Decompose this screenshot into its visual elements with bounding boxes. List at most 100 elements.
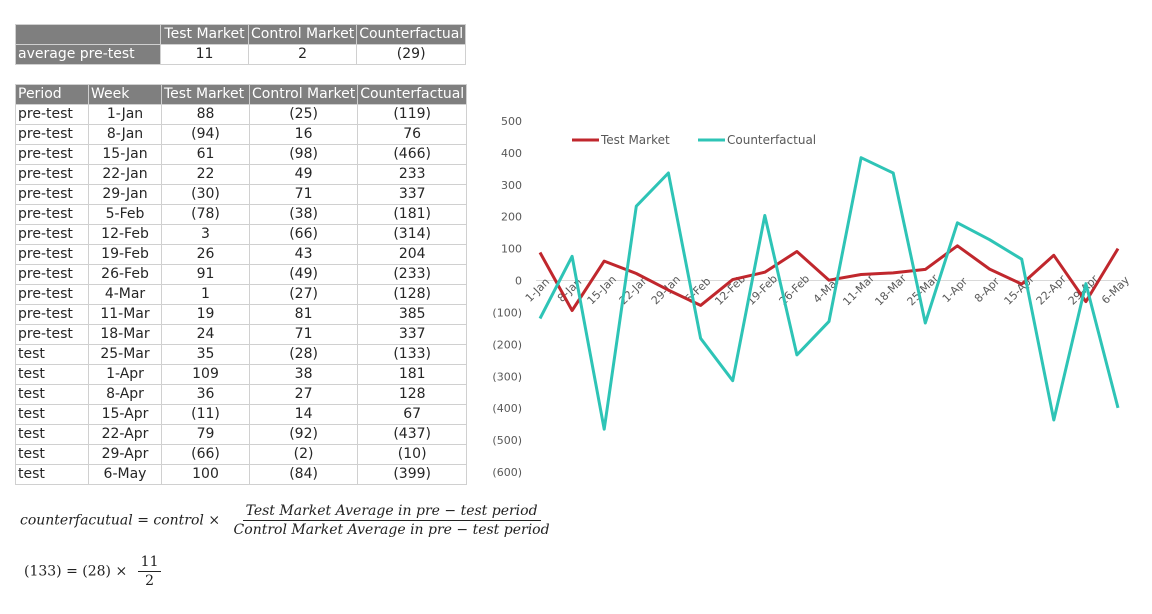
cell-control-market: 49: [248, 164, 359, 185]
cell-control-market: (2): [248, 444, 359, 465]
y-tick-label: 300: [501, 179, 522, 192]
cell-test-market: 61: [161, 144, 250, 165]
cell-week: 6-May: [88, 464, 162, 485]
cell-counterfactual: (133): [357, 344, 468, 365]
cell-week: 22-Jan: [88, 164, 162, 185]
cell-period: test: [15, 384, 89, 405]
table-row: pre-test 1-Jan 88 (25) (119): [15, 104, 468, 125]
cell-test-market: (11): [161, 404, 250, 425]
cell-week: 29-Jan: [88, 184, 162, 205]
cell-week: 8-Apr: [88, 384, 162, 405]
x-tick-label: 6-May: [1099, 273, 1132, 306]
cell-period: test: [15, 344, 89, 365]
cell-counterfactual: (10): [357, 444, 468, 465]
cell-counterfactual: (181): [357, 204, 468, 225]
table-row: test 6-May 100 (84) (399): [15, 464, 468, 485]
counterfactual-line: [538, 156, 1120, 431]
cell-period: test: [15, 464, 89, 485]
summary-header-test-market: Test Market: [160, 24, 249, 45]
cell-control-market: (84): [248, 464, 359, 485]
legend-label: Counterfactual: [727, 133, 816, 147]
cell-control-market: (49): [248, 264, 359, 285]
cell-period: test: [15, 364, 89, 385]
cell-test-market: 79: [161, 424, 250, 445]
formula-example: (133) = (28) × 11 2: [24, 554, 162, 589]
cell-week: 11-Mar: [88, 304, 162, 325]
summary-header-control-market: Control Market: [247, 24, 358, 45]
cell-counterfactual: 204: [357, 244, 468, 265]
summary-row: average pre-test 11 2 (29): [15, 44, 467, 65]
cell-week: 19-Feb: [88, 244, 162, 265]
weekly-table: Period Week Test Market Control Market C…: [15, 84, 468, 485]
y-tick-label: 200: [501, 211, 522, 224]
x-tick-label: 8-Apr: [972, 275, 1003, 306]
table-row: pre-test 18-Mar 24 71 337: [15, 324, 468, 345]
cell-counterfactual: 233: [357, 164, 468, 185]
cell-week: 1-Jan: [88, 104, 162, 125]
formula-lhs: counterfacutual = control ×: [20, 512, 221, 529]
cell-test-market: 19: [161, 304, 250, 325]
cell-counterfactual: (466): [357, 144, 468, 165]
summary-header-row: Test Market Control Market Counterfactua…: [15, 24, 467, 45]
cell-test-market: (66): [161, 444, 250, 465]
cell-control-market: 43: [248, 244, 359, 265]
cell-control-market: 14: [248, 404, 359, 425]
cell-period: pre-test: [15, 324, 89, 345]
cell-period: pre-test: [15, 284, 89, 305]
cell-test-market: (94): [161, 124, 250, 145]
cell-period: pre-test: [15, 124, 89, 145]
y-tick-label: (100): [492, 306, 522, 319]
header-control-market: Control Market: [248, 84, 359, 105]
y-axis: 500 400 300 200 100 0 (100) (200) (300) (400) (500…: [492, 115, 522, 479]
cell-control-market: (28): [248, 344, 359, 365]
cell-counterfactual: (314): [357, 224, 468, 245]
cell-week: 15-Apr: [88, 404, 162, 425]
chart-legend: Test Market Counterfactual: [572, 133, 816, 147]
x-tick-label: 22-Apr: [1034, 272, 1070, 308]
table-row: test 25-Mar 35 (28) (133): [15, 344, 468, 365]
cell-week: 29-Apr: [88, 444, 162, 465]
cell-control-market: (98): [248, 144, 359, 165]
legend-label: Test Market: [600, 133, 670, 147]
table-row: test 15-Apr (11) 14 67: [15, 404, 468, 425]
table-row: pre-test 12-Feb 3 (66) (314): [15, 224, 468, 245]
formula-general: counterfacutual = control × Test Market …: [20, 503, 553, 538]
table-row: pre-test 4-Mar 1 (27) (128): [15, 284, 468, 305]
cell-control-market: 81: [248, 304, 359, 325]
x-tick-label: 18-Mar: [872, 271, 909, 308]
cell-period: pre-test: [15, 184, 89, 205]
x-tick-label: 1-Apr: [940, 275, 971, 306]
cell-control-market: 71: [248, 324, 359, 345]
cell-counterfactual: 181: [357, 364, 468, 385]
formula-denominator: Control Market Average in pre − test per…: [233, 522, 550, 538]
cell-period: test: [15, 404, 89, 425]
header-period: Period: [15, 84, 89, 105]
y-tick-label: 400: [501, 147, 522, 160]
cell-period: pre-test: [15, 244, 89, 265]
cell-period: pre-test: [15, 204, 89, 225]
cell-week: 5-Feb: [88, 204, 162, 225]
formula-numerator: Test Market Average in pre − test period: [242, 503, 541, 521]
cell-counterfactual: 128: [357, 384, 468, 405]
cell-test-market: 100: [161, 464, 250, 485]
cell-test-market: 36: [161, 384, 250, 405]
cell-control-market: (38): [248, 204, 359, 225]
table-row: pre-test 19-Feb 26 43 204: [15, 244, 468, 265]
cell-counterfactual: (233): [357, 264, 468, 285]
cell-week: 1-Apr: [88, 364, 162, 385]
cell-counterfactual: (128): [357, 284, 468, 305]
table-row: test 29-Apr (66) (2) (10): [15, 444, 468, 465]
cell-counterfactual: (119): [357, 104, 468, 125]
cell-week: 8-Jan: [88, 124, 162, 145]
header-test-market: Test Market: [161, 84, 250, 105]
cell-counterfactual: (399): [357, 464, 468, 485]
cell-test-market: 3: [161, 224, 250, 245]
table-row: test 1-Apr 109 38 181: [15, 364, 468, 385]
cell-test-market: 91: [161, 264, 250, 285]
cell-period: pre-test: [15, 224, 89, 245]
x-tick-label: 5-Feb: [683, 275, 714, 306]
cell-test-market: 26: [161, 244, 250, 265]
y-tick-label: (400): [492, 402, 522, 415]
example-numerator: 11: [137, 554, 162, 572]
cell-control-market: (25): [248, 104, 359, 125]
